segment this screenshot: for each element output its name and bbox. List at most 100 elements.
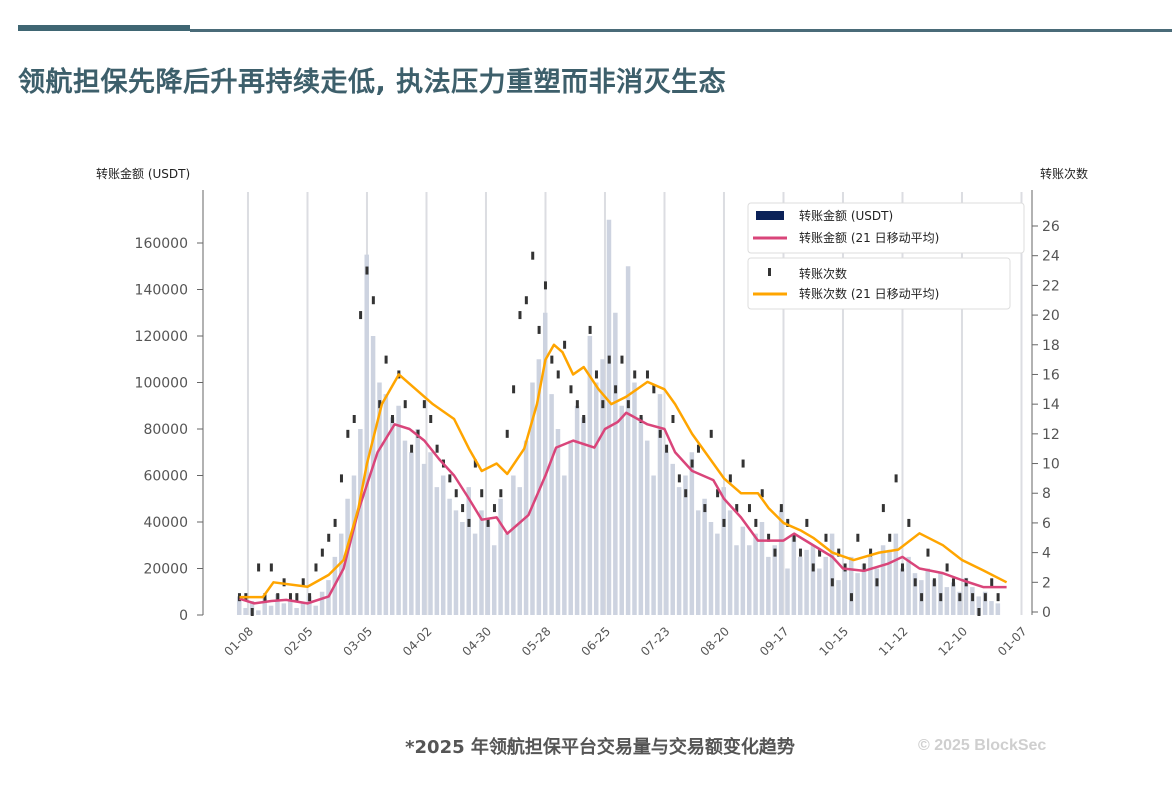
y2-tick-label: 6: [1042, 516, 1051, 532]
amount-bar: [530, 382, 535, 615]
count-mark: [378, 400, 382, 409]
amount-bar: [957, 591, 962, 615]
y-tick-label: 140000: [135, 283, 188, 299]
count-mark: [512, 385, 516, 394]
count-mark: [282, 578, 286, 587]
count-mark: [250, 608, 254, 616]
count-mark: [390, 415, 394, 423]
count-mark: [977, 608, 981, 616]
count-mark: [900, 563, 904, 572]
count-mark: [677, 474, 681, 483]
amount-bar: [804, 549, 809, 615]
amount-bar: [740, 526, 746, 615]
count-mark: [601, 400, 605, 409]
y2-tick-label: 14: [1042, 397, 1060, 413]
amount-bar: [664, 452, 669, 615]
count-mark: [716, 489, 720, 498]
count-mark: [990, 578, 994, 587]
x-tick-label: 01-08: [222, 624, 257, 659]
amount-bar: [351, 475, 357, 615]
count-mark: [971, 593, 975, 602]
amount-bar: [447, 498, 452, 615]
count-mark: [996, 593, 1000, 602]
count-mark: [645, 370, 649, 379]
count-mark: [499, 489, 503, 498]
amount-bar: [434, 487, 440, 615]
amount-bar: [721, 487, 726, 615]
y-tick-label: 60000: [143, 469, 188, 485]
count-mark: [798, 548, 802, 557]
amount-bar: [868, 556, 873, 615]
count-mark: [429, 415, 433, 423]
count-mark: [652, 385, 656, 394]
count-mark: [588, 325, 592, 334]
amount-bar: [453, 510, 459, 615]
count-mark: [773, 548, 777, 557]
count-mark: [639, 415, 643, 423]
count-mark: [569, 385, 573, 394]
count-mark: [945, 563, 949, 572]
legend-label-amount-ma: 转账金额 (21 日移动平均): [799, 230, 939, 245]
y2-tick-label: 0: [1042, 605, 1051, 621]
x-tick-label: 04-30: [460, 624, 495, 659]
x-tick-label: 06-25: [579, 624, 614, 659]
amount-bar: [268, 605, 274, 615]
amount-bar: [715, 533, 720, 615]
count-mark: [531, 251, 535, 260]
count-mark: [257, 563, 261, 572]
count-mark: [741, 459, 745, 468]
amount-bar: [358, 429, 363, 615]
amount-bar: [848, 556, 854, 615]
count-mark: [913, 578, 917, 587]
count-mark: [811, 563, 815, 572]
amount-bar: [523, 440, 529, 615]
count-mark: [537, 325, 541, 334]
amount-bar: [542, 312, 548, 615]
x-tick-label: 07-23: [638, 624, 673, 659]
amount-bar: [823, 556, 828, 615]
copyright: © 2025 BlockSec: [918, 737, 1047, 754]
count-mark: [856, 533, 860, 542]
amount-bar: [472, 533, 478, 615]
amount-bar: [995, 603, 1001, 615]
count-mark: [620, 355, 624, 364]
amount-bar: [810, 545, 816, 615]
amount-bar: [498, 498, 503, 615]
x-tick-label: 05-28: [519, 624, 554, 659]
page-title: 领航担保先降后升再持续走低, 执法压力重塑而非消灭生态: [18, 67, 727, 98]
legend-swatch-count: [768, 268, 771, 276]
amount-bar: [460, 522, 465, 615]
amount-bar: [364, 254, 369, 615]
figure-caption: *2025 年领航担保平台交易量与交易额变化趋势: [405, 737, 795, 758]
y-tick-label: 120000: [135, 329, 188, 345]
count-mark: [869, 548, 873, 557]
amount-bar: [313, 605, 318, 615]
count-mark: [352, 415, 356, 423]
count-mark: [295, 593, 299, 602]
count-mark: [422, 400, 426, 409]
amount-bar: [428, 452, 433, 615]
header-accent-bar: [18, 25, 190, 31]
count-mark: [518, 311, 522, 320]
count-mark: [939, 593, 943, 602]
count-mark: [320, 548, 324, 557]
amount-bar: [644, 440, 650, 615]
legend-box-count: [747, 257, 1011, 310]
amount-bar: [262, 598, 267, 615]
count-mark: [958, 593, 962, 602]
count-mark: [524, 296, 528, 305]
count-mark: [875, 578, 879, 587]
amount-bar: [887, 549, 892, 615]
amount-bar: [778, 510, 784, 615]
count-mark: [767, 533, 771, 542]
count-mark: [709, 429, 713, 438]
count-mark: [779, 504, 783, 513]
count-mark: [690, 459, 694, 468]
amount-bar: [893, 533, 899, 615]
count-mark: [658, 429, 662, 438]
ma-lines: [239, 343, 1008, 605]
x-tick-label: 08-20: [698, 624, 733, 659]
amount-bar: [817, 568, 822, 615]
amount-bar: [944, 587, 950, 615]
